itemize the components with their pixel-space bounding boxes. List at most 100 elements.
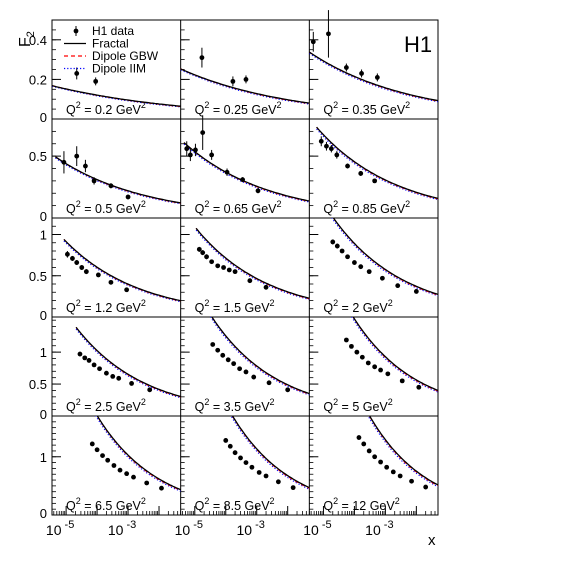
legend-label-gbw: Dipole GBW — [92, 49, 159, 63]
curve-fractal — [352, 317, 439, 392]
curve-fractal — [180, 68, 310, 104]
q2-value: = 5 — [338, 400, 363, 414]
data-point — [111, 463, 117, 468]
data-point — [251, 374, 257, 380]
q2-exponent: 2 — [76, 199, 81, 209]
x-tick-label: 10 -3 — [108, 519, 136, 538]
x-tick-label: 10 -5 — [303, 519, 331, 538]
q2-label: Q2 = 0.25 GeV2 — [195, 100, 282, 117]
curve-iim — [95, 416, 181, 492]
data-point — [70, 256, 75, 261]
q2-symbol: Q — [323, 202, 333, 216]
curve-iim — [309, 52, 439, 103]
curve-iim — [351, 317, 439, 393]
data-points — [61, 10, 429, 491]
q2-label: Q2 = 2 GeV2 — [323, 298, 392, 315]
q2-exponent: 2 — [76, 496, 81, 506]
x-tick-base: 10 — [108, 522, 124, 538]
q2-symbol: Q — [66, 202, 76, 216]
data-point — [385, 371, 391, 377]
y-tick-label: 1 — [40, 450, 47, 465]
q2-symbol: Q — [195, 499, 205, 513]
curve-fractal — [195, 227, 310, 299]
panel-curves — [351, 317, 439, 393]
data-point — [256, 470, 262, 475]
data-point — [129, 381, 134, 386]
data-point — [199, 55, 205, 61]
q2-symbol: Q — [195, 202, 205, 216]
data-point — [209, 259, 215, 265]
data-point — [372, 178, 378, 184]
curve-fractal — [183, 142, 310, 202]
q2-unit-exponent: 2 — [141, 100, 146, 110]
data-point — [209, 152, 215, 158]
brand-label: H1 — [404, 32, 432, 57]
curve-fractal — [332, 218, 439, 296]
q2-symbol: Q — [323, 103, 333, 117]
q2-unit-exponent: 2 — [141, 298, 146, 308]
data-point — [366, 448, 372, 454]
panel-curves — [63, 238, 181, 303]
q2-exponent: 2 — [76, 397, 81, 407]
q2-unit-exponent: 2 — [276, 199, 281, 209]
data-point — [220, 352, 226, 358]
q2-unit-exponent: 2 — [270, 397, 275, 407]
curve-iim — [209, 317, 310, 396]
data-point — [334, 243, 340, 249]
x-tick-exponent: -3 — [123, 519, 136, 531]
x-tick-label: 10 -3 — [365, 519, 393, 538]
q2-value: = 12 — [338, 499, 370, 513]
data-point — [354, 349, 360, 355]
q2-unit-exponent: 2 — [405, 100, 410, 110]
q2-exponent: 2 — [333, 298, 338, 308]
data-point — [324, 143, 329, 149]
q2-unit: GeV — [380, 202, 406, 216]
q2-unit-exponent: 2 — [405, 199, 410, 209]
data-point — [243, 77, 249, 82]
axis-ticks: 0 0.2 0.4 0 0.5 0 0.5 1 0 0.5 1 0 1 — [29, 19, 439, 521]
q2-unit-exponent: 2 — [276, 100, 281, 110]
q2-label: Q2 = 0.2 GeV2 — [66, 100, 146, 117]
y-tick-label: 0 — [40, 308, 47, 323]
data-point — [91, 178, 97, 184]
data-point — [358, 171, 364, 176]
data-point — [225, 357, 231, 363]
data-point — [339, 248, 345, 254]
data-point — [223, 438, 229, 443]
model-curves — [52, 51, 439, 492]
y-tick-label: 1 — [40, 228, 47, 243]
curve-fractal — [96, 416, 181, 491]
panel-curves — [367, 416, 439, 488]
data-point — [105, 457, 111, 463]
y-tick-label: 0.4 — [29, 33, 47, 48]
data-point — [352, 260, 357, 265]
q2-label: Q2 = 2.5 GeV2 — [66, 397, 146, 414]
panel-curves — [180, 68, 310, 105]
data-point — [275, 479, 281, 485]
q2-unit: GeV — [116, 301, 142, 315]
q2-value: = 6.5 — [81, 499, 116, 513]
data-point — [124, 471, 130, 477]
q2-unit: GeV — [245, 301, 271, 315]
data-point — [61, 159, 67, 165]
data-point — [232, 450, 238, 456]
panel-labels: Q2 = 0.2 GeV2 Q2 = 0.25 GeV2 Q2 = 0.35 GeV… — [66, 100, 410, 513]
data-point — [372, 454, 378, 460]
q2-exponent: 2 — [204, 397, 209, 407]
data-point — [89, 441, 95, 447]
data-point — [74, 153, 80, 159]
y-tick-label: 0.5 — [29, 377, 47, 392]
x-tick-base: 10 — [365, 522, 381, 538]
q2-value: = 2.5 — [81, 400, 116, 414]
panel-frames — [51, 19, 439, 516]
data-point — [390, 469, 396, 475]
panel-curves — [75, 326, 181, 399]
axis-labels: 10 -5 10 -3 10 -5 10 -3 10 -5 10 -3 — [46, 519, 394, 538]
data-point — [379, 275, 385, 281]
data-point — [94, 447, 100, 453]
curve-iim — [367, 416, 439, 488]
curve-gbw — [316, 126, 439, 200]
data-point — [345, 254, 350, 260]
curve-gbw — [63, 239, 181, 302]
